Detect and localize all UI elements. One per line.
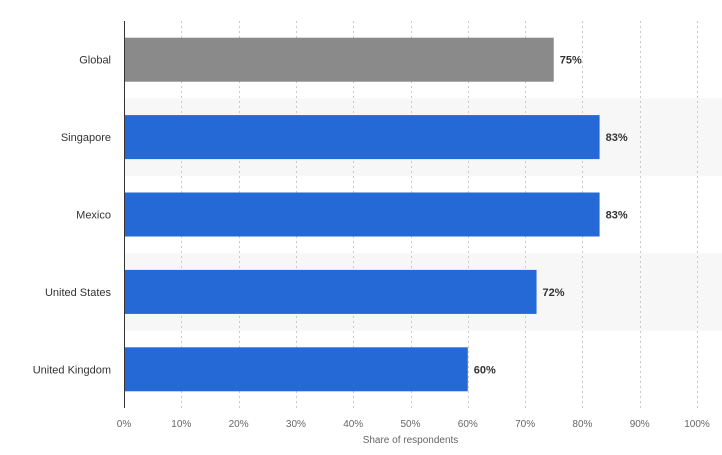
category-label: Global <box>79 55 111 67</box>
data-label: 83% <box>606 132 628 144</box>
x-tick-label: 80% <box>572 419 592 430</box>
bar <box>124 347 468 392</box>
x-tick-label: 10% <box>171 419 191 430</box>
bars <box>124 37 600 392</box>
bar <box>124 115 600 160</box>
x-tick-label: 60% <box>458 419 478 430</box>
x-tick-label: 50% <box>400 419 420 430</box>
data-label: 83% <box>606 210 628 222</box>
data-label: 72% <box>543 287 565 299</box>
x-tick-label: 90% <box>630 419 650 430</box>
x-tick-labels: 0% 10% 20% 30% 40% 50% 60% 70% 80% 90% 100% <box>117 419 710 430</box>
value-labels: 75% 83% 83% 72% 60% <box>474 55 628 377</box>
category-label: Singapore <box>61 132 111 144</box>
x-tick-label: 70% <box>515 419 535 430</box>
x-tick-label: 30% <box>286 419 306 430</box>
x-tick-label: 100% <box>684 419 710 430</box>
bar <box>124 37 554 82</box>
bar <box>124 192 600 237</box>
bar <box>124 269 537 314</box>
category-label: United Kingdom <box>33 364 111 376</box>
category-label: Mexico <box>76 210 111 222</box>
data-label: 60% <box>474 364 496 376</box>
x-tick-label: 40% <box>343 419 363 430</box>
x-tick-label: 20% <box>229 419 249 430</box>
x-axis-title: Share of respondents <box>363 435 459 446</box>
data-label: 75% <box>560 55 582 67</box>
category-label: United States <box>45 287 112 299</box>
category-labels: Global Singapore Mexico United States United… <box>33 55 112 377</box>
x-tick-label: 0% <box>117 419 132 430</box>
